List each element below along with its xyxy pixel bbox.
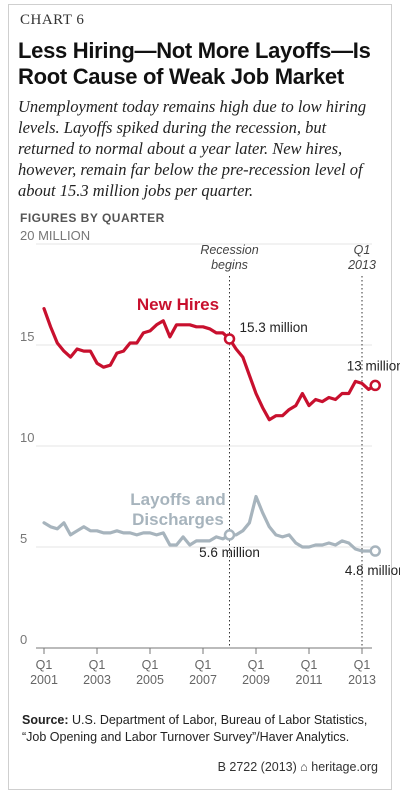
- x-tick-label: 2007: [189, 673, 217, 687]
- y-tick-label: 5: [20, 531, 27, 546]
- x-tick-label: Q1: [142, 658, 159, 672]
- chart-frame: [8, 4, 392, 790]
- data-point-marker: [369, 379, 381, 392]
- figures-by-quarter-label: FIGURES BY QUARTER: [20, 211, 165, 225]
- new-hires-line: [42, 306, 377, 422]
- x-tick-label: 2013: [348, 673, 376, 687]
- reference-line-label: Recession: [200, 243, 258, 257]
- data-point-marker: [223, 529, 236, 541]
- footer-credit: B 2722 (2013) ⌂ heritage.org: [217, 760, 378, 774]
- x-tick-label: 2001: [30, 673, 58, 687]
- x-tick-label: Q1: [248, 658, 265, 672]
- y-tick-label: 20 MILLION: [20, 228, 90, 243]
- y-tick-label: 15: [20, 329, 34, 344]
- layoffs-line: [42, 494, 377, 553]
- y-tick-label: 0: [20, 632, 27, 647]
- x-tick-label: Q1: [354, 658, 371, 672]
- chart-title: Less Hiring—Not More Layoffs—Is Root Cau…: [18, 38, 371, 89]
- reference-line-label: Q1: [354, 243, 371, 257]
- x-tick-label: Q1: [301, 658, 318, 672]
- source-note: Source: U.S. Department of Labor, Bureau…: [22, 712, 378, 746]
- data-point-marker: [369, 545, 381, 557]
- data-label: 13 million: [347, 358, 400, 373]
- reference-line-label: begins: [211, 258, 248, 272]
- y-tick-label: 10: [20, 430, 34, 445]
- data-label: 4.8 million: [345, 563, 400, 578]
- source-label: Source:: [22, 713, 69, 727]
- chart-subtitle: Unemployment today remains high due to l…: [18, 97, 367, 200]
- data-label: 5.6 million: [199, 545, 260, 560]
- line-chart: 20 MILLION151050Q12001Q12003Q12005Q12007…: [20, 228, 400, 687]
- data-point-marker: [223, 333, 236, 345]
- x-tick-label: 2005: [136, 673, 164, 687]
- x-tick-label: 2011: [296, 673, 323, 687]
- x-tick-label: Q1: [36, 658, 53, 672]
- x-tick-label: 2009: [242, 673, 270, 687]
- series-label: Layoffs and: [130, 490, 225, 509]
- x-tick-label: 2003: [83, 673, 111, 687]
- data-label: 15.3 million: [240, 320, 308, 335]
- source-text: U.S. Department of Labor, Bureau of Labo…: [22, 713, 368, 744]
- series-label: New Hires: [137, 295, 219, 314]
- x-tick-label: Q1: [89, 658, 106, 672]
- x-tick-label: Q1: [195, 658, 212, 672]
- series-label: Discharges: [132, 510, 224, 529]
- reference-line-label: 2013: [347, 258, 376, 272]
- chart-number: CHART 6: [20, 12, 85, 28]
